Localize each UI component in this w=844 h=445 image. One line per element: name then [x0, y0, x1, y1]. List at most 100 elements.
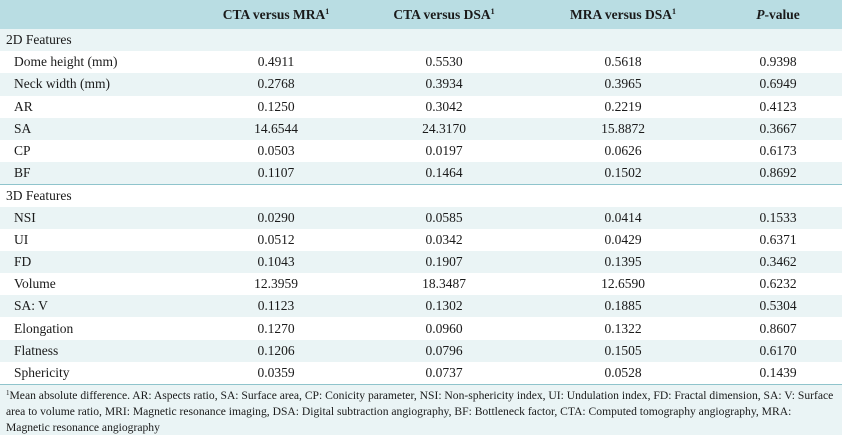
cta-vs-dsa-cell: 18.3487 [422, 276, 466, 292]
footnote-sup: 1 [6, 389, 10, 397]
cta-vs-dsa-cell: 0.1302 [425, 298, 463, 314]
header-mra-vs-dsa: MRA versus DSA1 [532, 0, 714, 29]
feature-cell: UI [14, 231, 29, 247]
p-value-cell: 0.8607 [759, 320, 797, 336]
cta-vs-mra-cell: 0.0503 [257, 143, 295, 159]
header-p-italic: P [756, 6, 765, 22]
mra-vs-dsa-cell: 0.1885 [604, 298, 642, 314]
feature-cell: SA: V [14, 298, 48, 314]
cta-vs-dsa-cell: 0.0197 [425, 143, 463, 159]
feature-cell: SA [14, 120, 32, 136]
p-value-cell: 0.3667 [759, 120, 797, 136]
p-value-cell: 0.6949 [759, 76, 797, 92]
header-sup: 1 [490, 6, 495, 16]
mra-vs-dsa-cell: 0.1322 [604, 320, 642, 336]
cta-vs-mra-cell: 14.6544 [254, 120, 298, 136]
p-value-cell: 0.8692 [759, 164, 797, 180]
mra-vs-dsa-cell: 0.5618 [604, 54, 642, 70]
table-row: FD 0.1043 0.1907 0.1395 0.3462 [0, 250, 842, 274]
mra-vs-dsa-cell: 0.1502 [604, 164, 642, 180]
table-row: NSI 0.0290 0.0585 0.0414 0.1533 [0, 206, 842, 229]
feature-cell: AR [14, 98, 33, 114]
mra-vs-dsa-cell: 0.2219 [604, 98, 642, 114]
feature-cell: BF [14, 164, 31, 180]
cta-vs-mra-cell: 0.1043 [257, 253, 295, 269]
table-row: AR 0.1250 0.3042 0.2219 0.4123 [0, 95, 842, 118]
section-row: 3D Features [0, 183, 842, 207]
p-value-cell: 0.6170 [759, 342, 797, 358]
header-cta-vs-mra-label: CTA versus MRA [222, 6, 326, 22]
table-row: Flatness 0.1206 0.0796 0.1505 0.6170 [0, 339, 842, 362]
mra-vs-dsa-cell: 0.1505 [604, 342, 642, 358]
cta-vs-dsa-cell: 0.0342 [425, 231, 463, 247]
cta-vs-dsa-cell: 24.3170 [422, 120, 466, 136]
table-row: Dome height (mm) 0.4911 0.5530 0.5618 0.9398 [0, 51, 842, 74]
feature-cell: CP [14, 143, 31, 159]
feature-cell: Volume [14, 276, 56, 292]
p-value-cell: 0.5304 [759, 298, 797, 314]
cta-vs-dsa-cell: 0.1464 [425, 164, 463, 180]
cta-vs-mra-cell: 12.3959 [254, 276, 298, 292]
header-sup: 1 [672, 6, 676, 16]
table-body: 2D Features Dome height (mm) 0.4911 0.5530 0… [0, 29, 842, 384]
header-feature [0, 0, 196, 29]
mra-vs-dsa-cell: 0.0414 [604, 209, 642, 225]
header-cta-vs-dsa-label: CTA versus DSA [393, 6, 491, 22]
cta-vs-dsa-cell: 0.0585 [425, 209, 463, 225]
table-row: Volume 12.3959 18.3487 12.6590 0.6232 [0, 273, 842, 296]
table-row: Neck width (mm) 0.2768 0.3934 0.3965 0.6949 [0, 73, 842, 96]
cta-vs-mra-cell: 0.1123 [257, 298, 295, 314]
cta-vs-dsa-cell: 0.0737 [425, 364, 463, 380]
cta-vs-dsa-cell: 0.5530 [425, 54, 463, 70]
header-mra-vs-dsa-label: MRA versus DSA [569, 6, 672, 22]
mra-vs-dsa-cell: 0.0429 [604, 231, 642, 247]
feature-cell: Neck width (mm) [14, 76, 110, 92]
cta-vs-dsa-cell: 0.1907 [425, 253, 463, 269]
mra-vs-dsa-cell: 0.0626 [604, 143, 642, 159]
table-row: SA 14.6544 24.3170 15.8872 0.3667 [0, 117, 842, 140]
cta-vs-dsa-cell: 0.3042 [425, 98, 463, 114]
cta-vs-mra-cell: 0.1107 [257, 164, 295, 180]
section-title: 3D Features [0, 183, 842, 207]
mra-vs-dsa-cell: 0.0528 [604, 364, 642, 380]
mra-vs-dsa-cell: 0.3965 [604, 76, 642, 92]
table-footnote: 1Mean absolute difference. AR: Aspects r… [0, 384, 842, 435]
p-value-cell: 0.3462 [759, 253, 797, 269]
mra-vs-dsa-cell: 15.8872 [601, 120, 645, 136]
table-row: UI 0.0512 0.0342 0.0429 0.6371 [0, 228, 842, 251]
mra-vs-dsa-cell: 12.6590 [601, 276, 645, 292]
cta-vs-mra-cell: 0.0290 [257, 209, 295, 225]
p-value-cell: 0.1439 [759, 364, 797, 380]
feature-cell: FD [14, 253, 32, 269]
p-value-cell: 0.9398 [759, 54, 797, 70]
table-row: BF 0.1107 0.1464 0.1502 0.8692 [0, 162, 842, 185]
table-row: SA: V 0.1123 0.1302 0.1885 0.5304 [0, 295, 842, 318]
feature-cell: Dome height (mm) [14, 54, 118, 70]
cta-vs-mra-cell: 0.1270 [257, 320, 295, 336]
header-sup: 1 [325, 6, 330, 16]
p-value-cell: 0.6371 [759, 231, 797, 247]
cta-vs-dsa-cell: 0.3934 [425, 76, 463, 92]
cta-vs-mra-cell: 0.0359 [257, 364, 295, 380]
footnote-text: Mean absolute difference. AR: Aspects ra… [6, 389, 834, 434]
results-table-container: CTA versus MRA1 CTA versus DSA1 MRA vers… [0, 0, 842, 435]
p-value-cell: 0.4123 [759, 98, 797, 114]
cta-vs-dsa-cell: 0.0796 [425, 342, 463, 358]
cta-vs-mra-cell: 0.2768 [257, 76, 295, 92]
cta-vs-mra-cell: 0.1250 [257, 98, 295, 114]
header-p-value: P-value [714, 0, 842, 29]
section-title: 2D Features [6, 32, 72, 48]
p-value-cell: 0.6232 [759, 276, 797, 292]
feature-cell: NSI [14, 209, 36, 225]
cta-vs-mra-cell: 0.4911 [257, 54, 295, 70]
header-row: CTA versus MRA1 CTA versus DSA1 MRA vers… [0, 0, 842, 29]
table-row: Sphericity 0.0359 0.0737 0.0528 0.1439 [0, 361, 842, 384]
header-p-rest: -value [764, 6, 800, 22]
feature-cell: Flatness [14, 342, 59, 358]
cta-vs-mra-cell: 0.0512 [257, 231, 295, 247]
header-cta-vs-mra: CTA versus MRA1 [196, 0, 356, 29]
header-cta-vs-dsa: CTA versus DSA1 [356, 0, 532, 29]
feature-cell: Sphericity [14, 364, 70, 380]
section-row: 2D Features [0, 29, 842, 52]
table-row: CP 0.0503 0.0197 0.0626 0.6173 [0, 139, 842, 163]
